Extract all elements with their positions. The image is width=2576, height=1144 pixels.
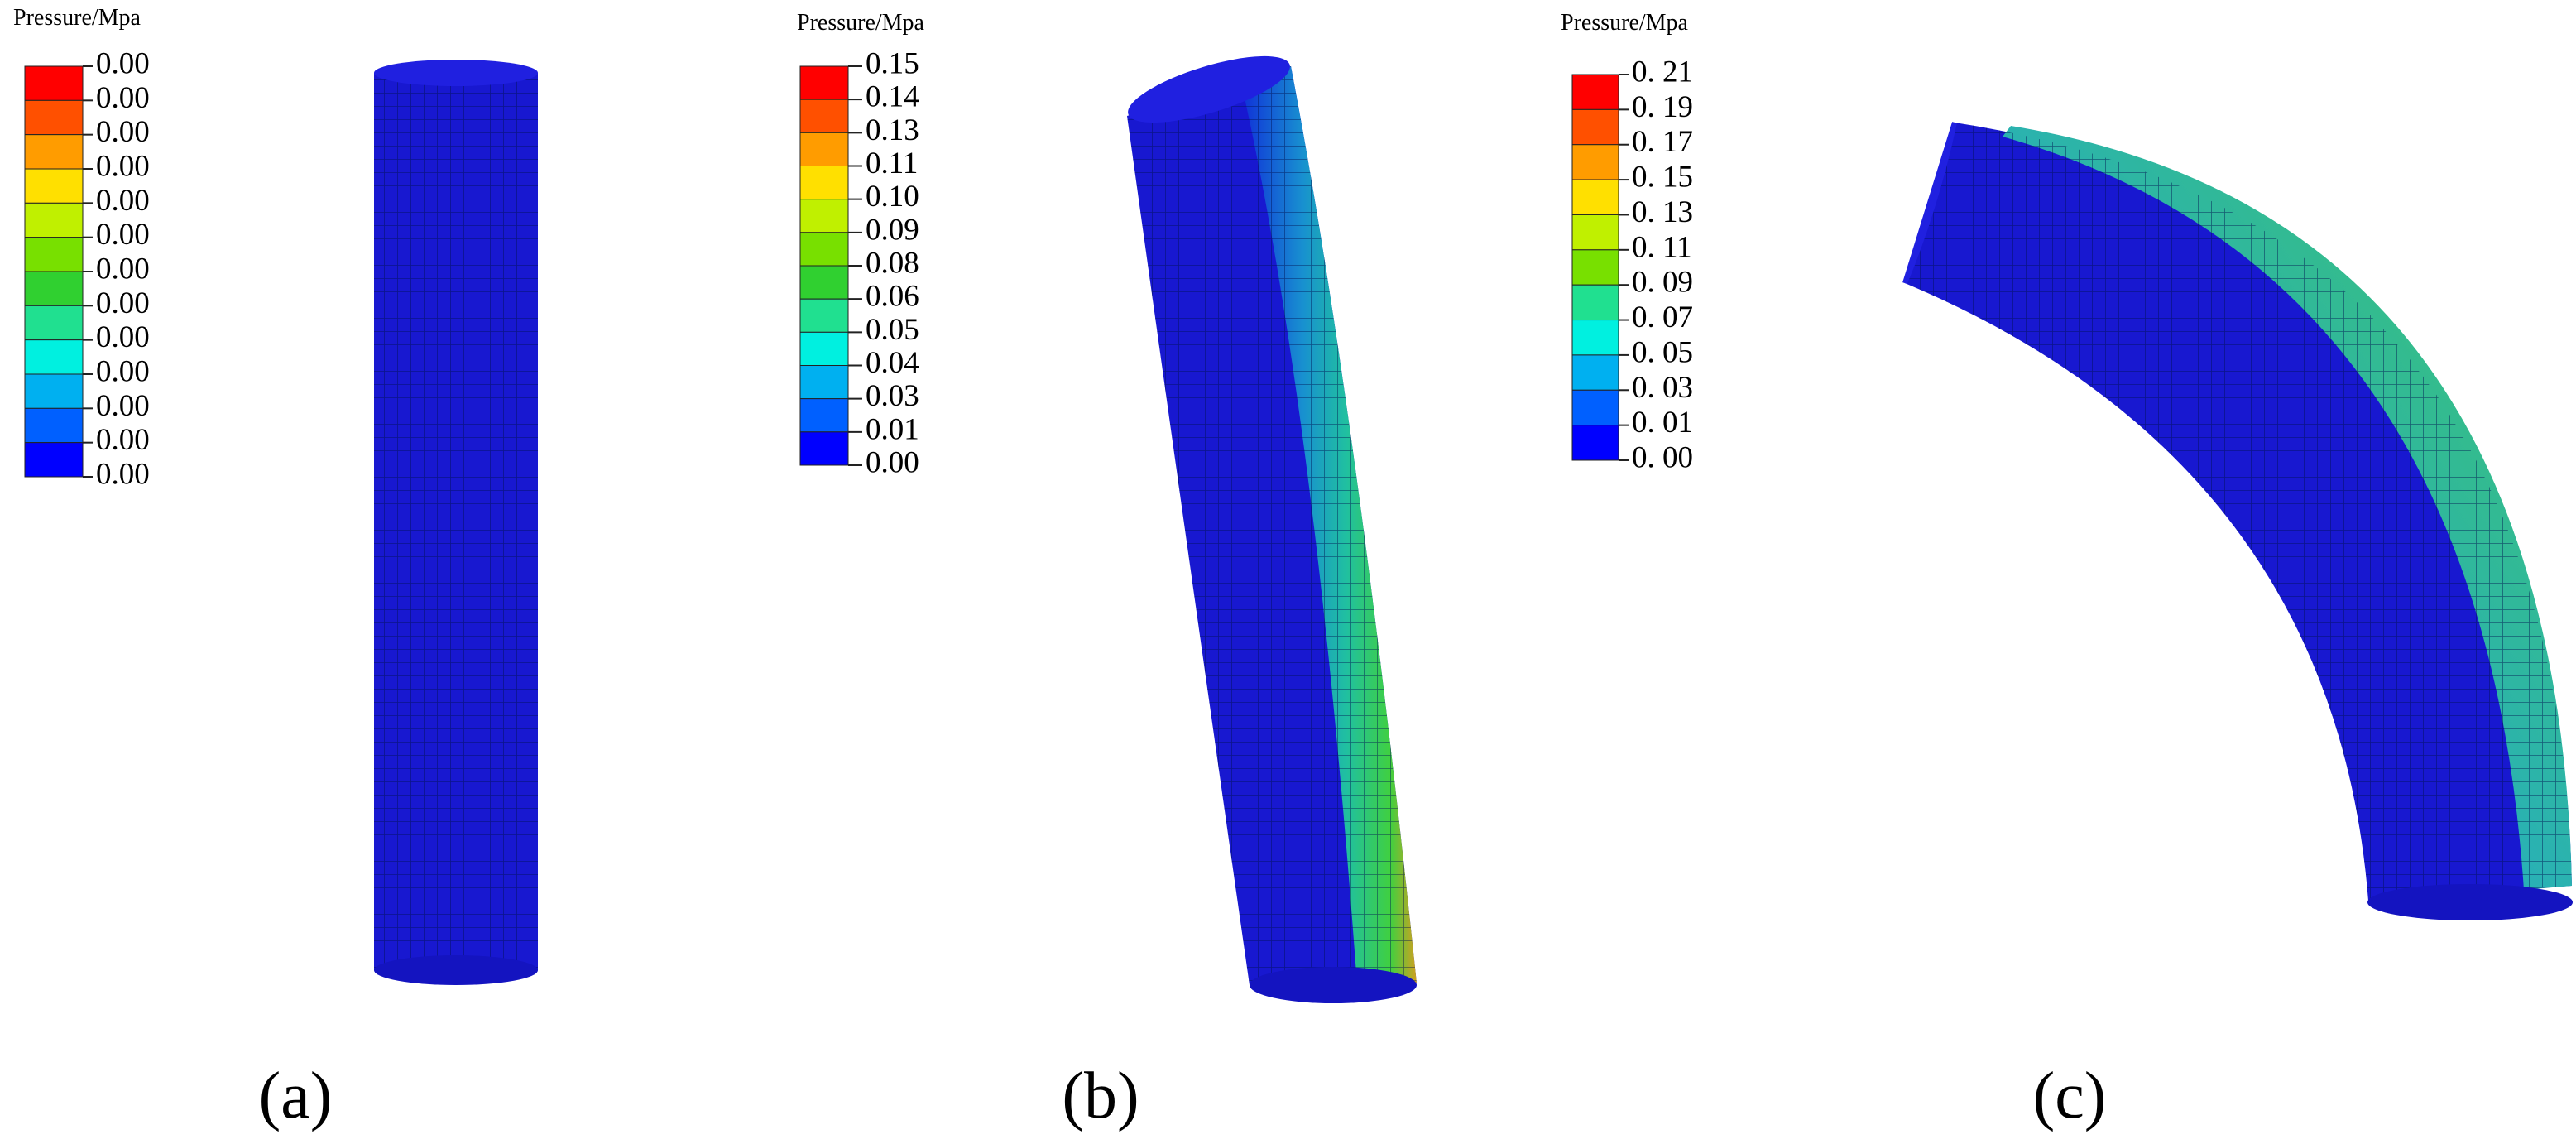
- legend-label: 0.11: [866, 147, 918, 180]
- legend-band: [1571, 74, 1619, 110]
- tube-a: [374, 60, 538, 985]
- legend-band: [799, 431, 849, 466]
- legend-label: 0.01: [866, 412, 919, 446]
- legend-label: 0.04: [866, 346, 919, 380]
- legend-label: 0. 19: [1632, 90, 1693, 124]
- legend-label: 0.00: [96, 423, 150, 457]
- legend-band: [799, 265, 849, 300]
- legend-band: [799, 398, 849, 433]
- legend-band: [1571, 249, 1619, 286]
- legend-band: [799, 65, 849, 100]
- legend-band: [1571, 179, 1619, 215]
- legend-label: 0.15: [866, 46, 919, 80]
- legend-label: 0.00: [96, 320, 150, 354]
- legend-label: 0. 05: [1632, 335, 1693, 369]
- legend-label: 0.00: [866, 445, 919, 479]
- legend-title: Pressure/Mpa: [797, 10, 925, 36]
- legend-band: [1571, 144, 1619, 180]
- legend-label: 0.00: [96, 389, 150, 423]
- legend-band: [799, 232, 849, 267]
- legend-band: [799, 365, 849, 400]
- legend-band: [799, 132, 849, 166]
- legend-band: [1571, 425, 1619, 461]
- legend-band: [24, 407, 84, 444]
- legend-band: [24, 134, 84, 170]
- legend-label: 0. 01: [1632, 406, 1693, 440]
- legend-label: 0. 11: [1632, 230, 1692, 264]
- legend-label: 0.06: [866, 280, 919, 314]
- legend-label: 0. 17: [1632, 125, 1693, 159]
- legend-label: 0. 15: [1632, 161, 1693, 195]
- caption: (b): [1062, 1060, 1139, 1132]
- legend-band: [1571, 389, 1619, 426]
- legend-label: 0. 00: [1632, 440, 1693, 474]
- legend-label: 0.14: [866, 80, 919, 114]
- legend-label: 0.00: [96, 252, 150, 286]
- legend-band: [799, 331, 849, 367]
- legend-title: Pressure/Mpa: [1561, 10, 1689, 36]
- legend-band: [24, 305, 84, 341]
- legend-label: 0.00: [96, 354, 150, 388]
- legend-label: 0.03: [866, 379, 919, 413]
- legend-label: 0.00: [96, 457, 150, 491]
- legend-band: [24, 442, 84, 478]
- caption: (c): [2033, 1060, 2107, 1132]
- legend-band: [24, 65, 84, 101]
- legend: Pressure/Mpa0.000.000.000.000.000.000.00…: [13, 5, 332, 1132]
- legend-label: 0.00: [96, 115, 150, 149]
- legend-band: [24, 202, 84, 238]
- tube-c: [1902, 122, 2573, 920]
- legend-band: [24, 271, 84, 306]
- legend-label: 0.05: [866, 313, 919, 347]
- caption: (a): [259, 1060, 333, 1132]
- legend-band: [1571, 214, 1619, 251]
- legend-label: 0.00: [96, 184, 150, 218]
- tube-b: [1127, 55, 1417, 1003]
- legend-band: [24, 168, 84, 204]
- legend-band: [24, 237, 84, 272]
- legend-label: 0. 13: [1632, 195, 1693, 229]
- legend-label: 0. 03: [1632, 371, 1693, 405]
- legend-band: [1571, 354, 1619, 391]
- legend-label: 0.00: [96, 149, 150, 183]
- legend-label: 0. 09: [1632, 266, 1693, 300]
- legend: Pressure/Mpa 0.150.140.130.110.100.090.08…: [797, 10, 1139, 1132]
- legend-band: [1571, 108, 1619, 146]
- legend-band: [24, 339, 84, 375]
- legend-band: [799, 298, 849, 333]
- legend-band: [799, 166, 849, 200]
- legend-label: 0.00: [96, 218, 150, 252]
- legend-band: [1571, 320, 1619, 356]
- legends: Pressure/Mpa0.000.000.000.000.000.000.00…: [13, 5, 2106, 1132]
- legend-label: 0.10: [866, 180, 919, 214]
- legend-band: [24, 99, 84, 136]
- legend-label: 0.00: [96, 81, 150, 115]
- legend-label: 0.09: [866, 213, 919, 247]
- legend-band: [24, 373, 84, 409]
- legend-label: 0. 21: [1632, 55, 1693, 89]
- legend-band: [799, 99, 849, 133]
- legend-title: Pressure/Mpa: [13, 5, 142, 31]
- legend-label: 0.00: [96, 46, 150, 80]
- legend-label: 0.13: [866, 113, 919, 147]
- legend-label: 0.00: [96, 286, 150, 320]
- legend-label: 0.08: [866, 246, 919, 280]
- legend-band: [799, 199, 849, 233]
- legend-band: [1571, 284, 1619, 321]
- legend-label: 0. 07: [1632, 300, 1693, 334]
